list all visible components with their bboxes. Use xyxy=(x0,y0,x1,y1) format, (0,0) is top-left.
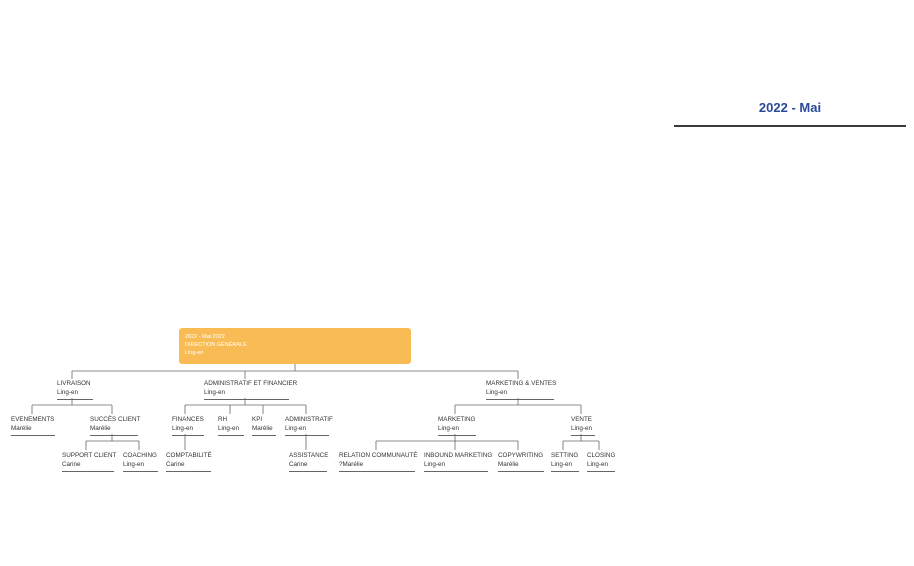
node-evenements[interactable]: EVENEMENTS Marélie xyxy=(11,416,55,436)
node-label: LIVRAISON xyxy=(57,380,91,387)
node-person: Marélie xyxy=(90,424,111,432)
node-label: FINANCES xyxy=(172,416,204,423)
root-title: DIRECTION GÉNÉRALE xyxy=(185,342,247,348)
node-underline xyxy=(438,435,476,436)
node-label: MARKETING xyxy=(438,416,476,423)
node-person: Carine xyxy=(62,460,81,468)
node-underline xyxy=(172,435,204,436)
node-person: Ling-en xyxy=(438,424,460,432)
node-setting[interactable]: SETTING Ling-en xyxy=(551,452,579,472)
node-coaching[interactable]: COACHING Ling-en xyxy=(123,452,158,472)
node-underline xyxy=(424,471,488,472)
node-underline xyxy=(551,471,579,472)
node-label: COMPTABILITÉ xyxy=(166,452,212,459)
node-label: VENTE xyxy=(571,416,592,423)
node-relation-communaute[interactable]: RELATION COMMUNAUTÉ ?Marélie xyxy=(339,452,418,472)
node-person: Marélie xyxy=(252,424,273,432)
node-person: Ling-en xyxy=(571,424,593,432)
node-label: INBOUND MARKETING xyxy=(424,452,493,459)
node-kpi[interactable]: KPI Marélie xyxy=(252,416,276,436)
node-underline xyxy=(123,471,158,472)
node-finances[interactable]: FINANCES Ling-en xyxy=(172,416,204,436)
node-underline xyxy=(62,471,114,472)
node-person: Ling-en xyxy=(285,424,307,432)
node-underline xyxy=(90,435,138,436)
node-administratif-et-financier[interactable]: ADMINISTRATIF ET FINANCIER Ling-en xyxy=(204,380,298,400)
node-underline xyxy=(289,471,327,472)
node-administratif[interactable]: ADMINISTRATIF Ling-en xyxy=(285,416,333,436)
title-divider xyxy=(674,125,906,127)
node-underline xyxy=(57,399,93,400)
node-label: KPI xyxy=(252,416,263,423)
root-date: 2022 - Mai 2022 xyxy=(185,334,225,340)
node-underline xyxy=(486,399,554,400)
node-inbound-marketing[interactable]: INBOUND MARKETING Ling-en xyxy=(424,452,493,472)
node-marketing[interactable]: MARKETING Ling-en xyxy=(438,416,476,436)
node-label: SETTING xyxy=(551,452,579,459)
node-comptabilite[interactable]: COMPTABILITÉ Carine xyxy=(166,452,212,472)
node-person: Ling-en xyxy=(204,388,226,396)
node-person: Marélie xyxy=(498,460,519,468)
node-marketing-ventes[interactable]: MARKETING & VENTES Ling-en xyxy=(486,380,557,400)
node-vente[interactable]: VENTE Ling-en xyxy=(571,416,595,436)
node-label: RELATION COMMUNAUTÉ xyxy=(339,452,418,459)
node-underline xyxy=(571,435,595,436)
node-underline xyxy=(218,435,244,436)
node-closing[interactable]: CLOSING Ling-en xyxy=(587,452,616,472)
node-person: Ling-en xyxy=(172,424,194,432)
node-label: ADMINISTRATIF xyxy=(285,416,333,423)
node-person: Carine xyxy=(166,460,185,468)
node-label: CLOSING xyxy=(587,452,616,459)
node-label: EVENEMENTS xyxy=(11,416,55,423)
node-label: MARKETING & VENTES xyxy=(486,380,557,387)
node-person: Ling-en xyxy=(424,460,446,468)
node-copywriting[interactable]: COPYWRITING Marélie xyxy=(498,452,544,472)
node-person: Carine xyxy=(289,460,308,468)
node-label: SUCCÈS CLIENT xyxy=(90,416,141,423)
node-person: Ling-en xyxy=(218,424,240,432)
node-person: Ling-en xyxy=(551,460,573,468)
node-person: Marélie xyxy=(11,424,32,432)
node-person: Ling-en xyxy=(486,388,508,396)
node-underline xyxy=(339,471,415,472)
root-person: Ling-en xyxy=(185,350,204,356)
node-underline xyxy=(587,471,615,472)
node-person: ?Marélie xyxy=(339,460,364,468)
node-label: ADMINISTRATIF ET FINANCIER xyxy=(204,380,298,387)
node-underline xyxy=(204,399,289,400)
node-underline xyxy=(166,471,211,472)
node-support-client[interactable]: SUPPORT CLIENT Carine xyxy=(62,452,117,472)
node-label: SUPPORT CLIENT xyxy=(62,452,117,459)
node-underline xyxy=(498,471,544,472)
node-underline xyxy=(11,435,55,436)
node-succes-client[interactable]: SUCCÈS CLIENT Marélie xyxy=(90,416,141,436)
node-label: ASSISTANCE xyxy=(289,452,329,459)
node-assistance[interactable]: ASSISTANCE Carine xyxy=(289,452,329,472)
node-person: Ling-en xyxy=(57,388,79,396)
node-label: COPYWRITING xyxy=(498,452,544,459)
node-person: Ling-en xyxy=(587,460,609,468)
node-livraison[interactable]: LIVRAISON Ling-en xyxy=(57,380,93,400)
node-rh[interactable]: RH Ling-en xyxy=(218,416,244,436)
root-node-direction-generale[interactable]: 2022 - Mai 2022 DIRECTION GÉNÉRALE Ling-… xyxy=(179,328,411,364)
node-person: Ling-en xyxy=(123,460,145,468)
page-title: 2022 - Mai xyxy=(758,100,822,115)
node-underline xyxy=(252,435,276,436)
node-label: RH xyxy=(218,416,228,423)
node-label: COACHING xyxy=(123,452,157,459)
node-underline xyxy=(285,435,329,436)
